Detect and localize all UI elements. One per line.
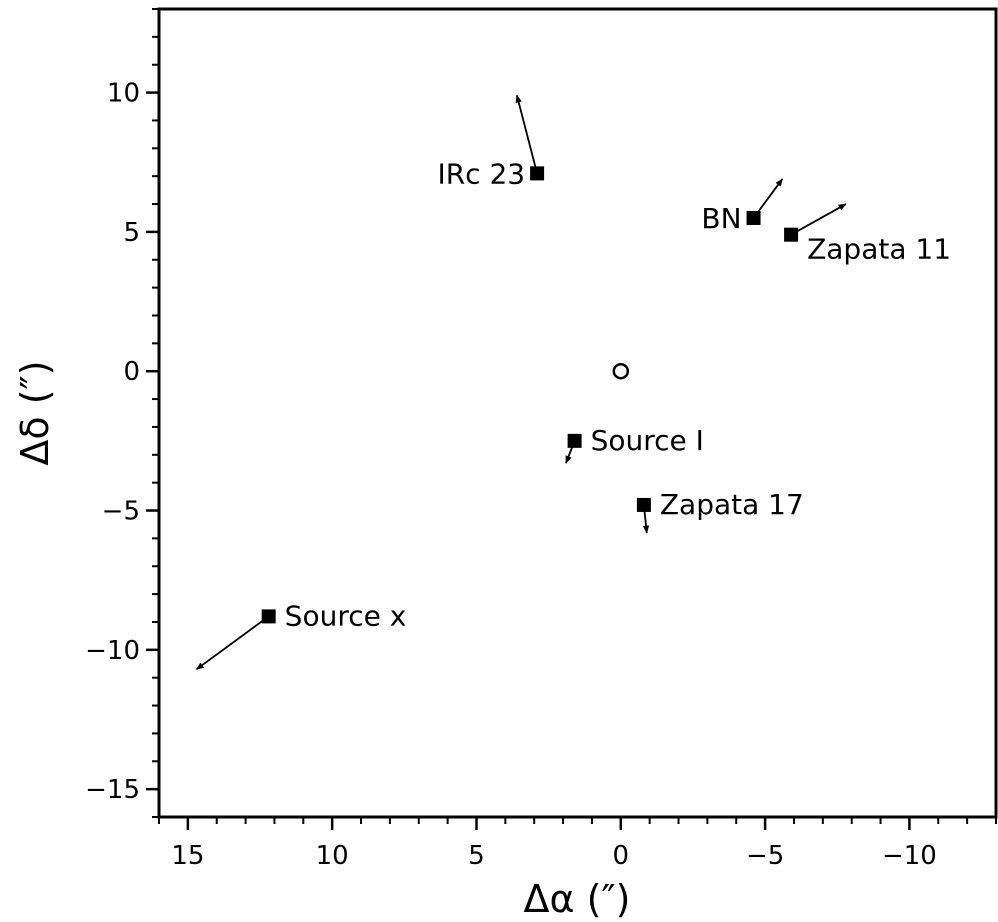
x-tick-label: 15: [171, 841, 204, 871]
x-tick-label: 10: [316, 841, 349, 871]
x-tick-label: 5: [468, 841, 485, 871]
source-label: Source I: [591, 424, 704, 457]
x-tick-label: −10: [882, 841, 937, 871]
source-marker: [567, 433, 582, 448]
source-marker: [261, 609, 276, 624]
source-label: IRc 23: [437, 157, 525, 190]
source-marker: [784, 227, 799, 242]
y-tick-label: −15: [85, 775, 140, 805]
proper-motion-arrow: [515, 94, 538, 174]
y-tick-label: −5: [102, 497, 140, 527]
source-label: Zapata 11: [807, 233, 951, 266]
source-marker: [636, 497, 651, 512]
x-axis-label: Δα (″): [524, 877, 631, 921]
y-tick-label: 0: [123, 357, 140, 387]
source-label: Source x: [285, 599, 407, 632]
y-tick-label: −10: [85, 636, 140, 666]
plot-area: IRc 23 BN Zapata 11 Source I Zapata 17 Source…: [195, 94, 951, 671]
source-label: BN: [701, 202, 741, 235]
proper-motion-arrow: [790, 203, 847, 236]
y-tick-label: 10: [107, 79, 140, 109]
source-marker: [530, 166, 545, 181]
reference-marker: [612, 362, 630, 380]
source-label: Zapata 17: [660, 488, 804, 521]
y-tick-label: 5: [123, 218, 140, 248]
axis-ticks: 15 10 5 0 −5 −10 10 5 0 −5 −10 −15: [85, 8, 997, 871]
x-tick-label: −5: [746, 841, 784, 871]
proper-motion-arrow: [195, 615, 270, 671]
plot-frame: [157, 7, 998, 819]
y-axis-label: Δδ (″): [13, 360, 57, 465]
source-marker: [746, 210, 761, 225]
x-tick-label: 0: [613, 841, 630, 871]
